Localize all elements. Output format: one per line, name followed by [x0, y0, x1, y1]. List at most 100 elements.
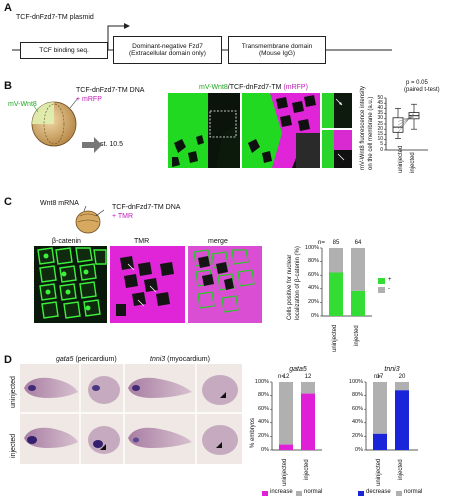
bar-d1-bar-uninjected-normal	[279, 382, 293, 445]
tm-domain-box: Transmembrane domain (Mouse IgG)	[228, 36, 326, 64]
bar-d1-n-label: n=	[278, 374, 285, 380]
embryo-photos	[20, 364, 242, 464]
mrfp-label: + mRFP	[76, 96, 102, 103]
gene2-desc: (myocardium)	[165, 356, 210, 363]
boxplot-pair-line	[397, 115, 415, 126]
bar-d1-n-uninjected: 12	[282, 374, 290, 380]
bar-d2-ytick-label: 40%	[351, 419, 363, 426]
bar-d1-ytick-label: 100%	[254, 378, 269, 385]
boxplot-ytick-label: 50	[377, 94, 383, 101]
gene2-name: tnni3	[150, 356, 166, 363]
tmr-label: + TMR	[112, 213, 134, 220]
dnfzd7-dna-c-label: TCF-dnFzd7-TM DNA	[112, 204, 181, 211]
tcf-binding-box: TCF binding seq.	[20, 42, 108, 59]
boxplot-ytick-label: 35	[377, 110, 383, 117]
bar-c-n-injected: 64	[354, 240, 362, 246]
img-c2-label: TMR	[134, 238, 150, 245]
title-sep: /	[227, 84, 230, 91]
img-c1-label: β-catenin	[52, 238, 81, 245]
boxplot-ytick-label: 25	[377, 120, 383, 127]
plasmid-title: TCF-dnFzd7-TM plasmid	[16, 14, 94, 21]
bar-c-legend-plus: +	[388, 277, 392, 283]
stage-label: st. 10.5	[100, 141, 123, 148]
bar-d1-ytick-label: 60%	[257, 405, 269, 412]
tm-domain-line1: Transmembrane domain	[241, 42, 313, 50]
test-label: (paired t-test)	[404, 87, 440, 93]
dn-fzd7-box: Dominant-negative Fzd7 (Extracellular do…	[113, 36, 222, 64]
dn-fzd7-line1: Dominant-negative Fzd7	[132, 42, 203, 50]
boxplot-ytick-label: 5	[380, 141, 383, 148]
bar-d1-n-injected: 12	[304, 374, 312, 380]
bar-d2-title: tnni3	[384, 366, 400, 373]
boxplot-pair-line	[397, 117, 415, 122]
legend-d2-normal: normal	[404, 489, 423, 495]
bar-c-ytick-label: 80%	[307, 258, 319, 265]
boxplot-pair-line	[397, 113, 415, 129]
tcf-binding-text: TCF binding seq.	[39, 46, 89, 54]
title-mrfp: (mRFP)	[283, 84, 308, 91]
micro-b-inset-green	[322, 93, 352, 128]
boxplot-ytick-label: 40	[377, 104, 383, 111]
boxplot-b	[384, 97, 428, 151]
legend-d2-decrease-swatch	[358, 491, 364, 496]
micro-c-tmr	[110, 246, 185, 323]
legend-d1-increase-swatch	[262, 491, 268, 496]
bar-c-ytick-label: 100%	[304, 244, 319, 251]
boxplot-ytick-label: 30	[377, 115, 383, 122]
boxplot-ytick-label: 45	[377, 99, 383, 106]
legend-d2-decrease: decrease	[366, 489, 391, 495]
bar-c-ytick-label: 60%	[307, 271, 319, 278]
legend-d1-normal: normal	[304, 489, 323, 495]
bar-d2-bar-uninjected-decrease	[373, 433, 387, 450]
boxplot-ytick-label: 20	[377, 125, 383, 132]
micro-b-inset-merge	[322, 130, 352, 168]
panel-a-label: A	[4, 2, 12, 14]
micro-c-merge	[188, 246, 262, 323]
legend-d2-normal-swatch	[396, 491, 402, 496]
bar-d2-n-uninjected: 17	[376, 374, 384, 380]
bar-d1-ytick-label: 20%	[257, 432, 269, 439]
boxplot-pair-line	[397, 112, 415, 133]
dn-fzd7-line2: (Extracellular domain only)	[129, 50, 206, 57]
bar-d1-title: gata5	[289, 366, 307, 373]
bar-c-legend-minus: -	[388, 286, 390, 292]
bar-c-bar-injected--	[351, 248, 365, 291]
bar-d2-bar-injected-normal	[395, 382, 409, 391]
gene1-name: gata5	[56, 356, 74, 363]
bar-d2-bar-injected-decrease	[395, 390, 409, 450]
bar-c-bar-injected-+	[351, 290, 365, 316]
bar-d1-ytick-label: 80%	[257, 392, 269, 399]
bar-d2-ytick-label: 20%	[351, 432, 363, 439]
bar-c-legend-minus-swatch	[378, 287, 385, 293]
bar-c-bar-uninjected-+	[329, 272, 343, 316]
bar-c-n-uninjected: 85	[332, 240, 340, 246]
title-mvwnt8: mV-Wnt8	[199, 84, 228, 91]
micro-b-merge	[242, 93, 320, 168]
gene2-header: tnni3 (myocardium)	[150, 356, 210, 364]
bar-d2-bar-uninjected-normal	[373, 382, 387, 434]
panel-b-label: B	[4, 80, 12, 92]
bar-c-ytick-label: 0%	[311, 312, 319, 319]
bar-c-n-label: n=	[318, 240, 325, 246]
title-dnfzd7: TCF-dnFzd7-TM	[229, 84, 282, 91]
boxplot-ytick-label: 0	[380, 146, 383, 153]
boxplot-ytick-label: 10	[377, 136, 383, 143]
bar-d1-bar-injected-increase	[301, 393, 315, 450]
img-c3-label: merge	[208, 238, 228, 245]
dnfzd7-dna-label: TCF-dnFzd7-TM DNA	[76, 87, 145, 94]
boxplot-ytick-label: 15	[377, 130, 383, 137]
legend-d1-normal-swatch	[296, 491, 302, 496]
tm-domain-line2: (Mouse IgG)	[258, 50, 296, 57]
bar-d2-n-injected: 20	[398, 374, 406, 380]
embryo-b-diagram	[31, 97, 102, 153]
micro-c-catenin	[34, 246, 107, 323]
wnt8-mrna-label: Wnt8 mRNA	[40, 200, 79, 207]
gene1-header: gata5 (pericardium)	[56, 356, 117, 364]
microscopy-title: mV-Wnt8/TCF-dnFzd7-TM (mRFP)	[199, 84, 308, 92]
bar-c-chart	[320, 247, 372, 317]
bar-d2-n-label: n=	[374, 374, 381, 380]
pvalue-label: p = 0.05	[406, 80, 428, 86]
bar-d2-ytick-label: 100%	[348, 378, 363, 385]
embryo-c-diagram	[75, 206, 104, 234]
bar-d2-ytick-label: 60%	[351, 405, 363, 412]
